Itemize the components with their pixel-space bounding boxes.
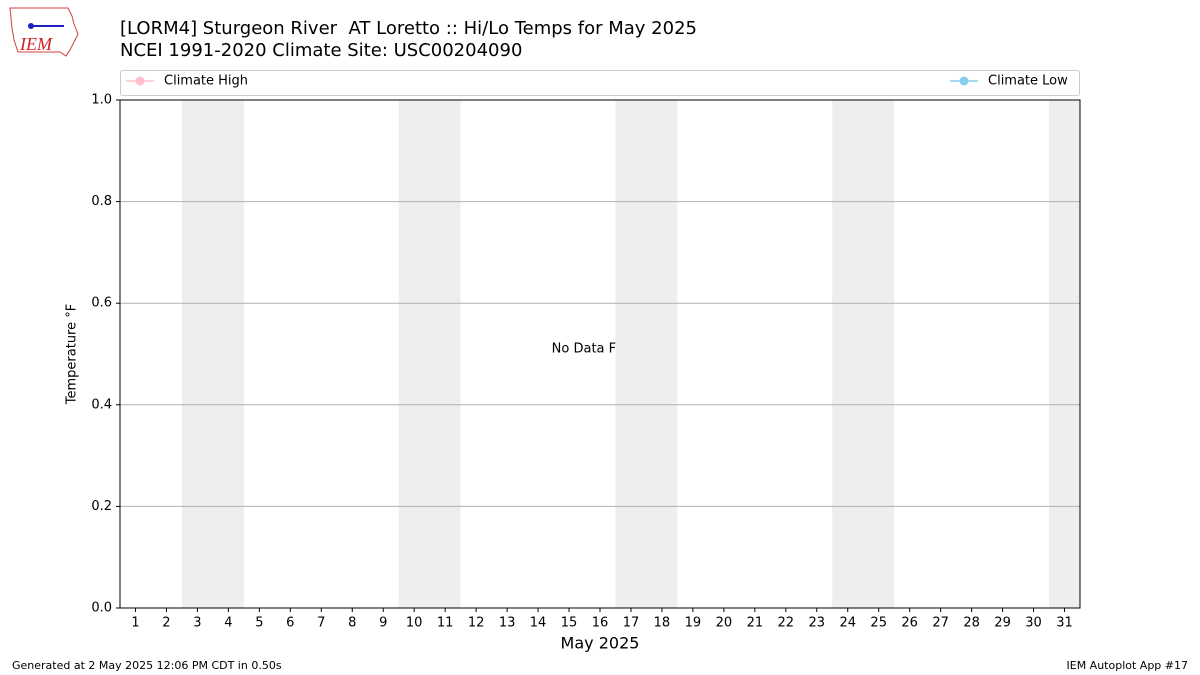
x-tick-label: 10 [406, 616, 423, 631]
chart-subtitle: NCEI 1991-2020 Climate Site: USC00204090 [120, 40, 522, 61]
x-tick-label: 11 [437, 616, 454, 631]
legend [120, 70, 1080, 96]
legend-marker [135, 76, 145, 86]
x-tick-label: 29 [994, 616, 1011, 631]
weekend-shade [1049, 100, 1080, 608]
x-tick-label: 4 [224, 616, 232, 631]
logo: IEM [9, 7, 79, 57]
y-tick-label: 1.0 [91, 93, 112, 108]
x-tick-label: 20 [716, 616, 733, 631]
y-tick-label: 0.8 [91, 194, 112, 209]
x-tick-label: 7 [317, 616, 325, 631]
x-tick-label: 21 [747, 616, 764, 631]
x-tick-label: 27 [932, 616, 949, 631]
weekend-shade [832, 100, 895, 608]
x-tick-label: 8 [348, 616, 356, 631]
logo-outline [9, 7, 79, 57]
y-tick-label: 0.6 [91, 296, 112, 311]
legend-label: Climate High [164, 74, 248, 89]
x-tick-label: 30 [1025, 616, 1042, 631]
x-tick-label: 31 [1056, 616, 1073, 631]
legend-marker [959, 76, 969, 86]
y-tick-label: 0.0 [91, 601, 112, 616]
x-tick-label: 16 [592, 616, 609, 631]
x-tick-label: 22 [778, 616, 795, 631]
plot-frame [119, 99, 1081, 609]
x-tick-label: 9 [379, 616, 387, 631]
weekend-shade [615, 100, 678, 608]
x-tick-label: 14 [530, 616, 547, 631]
x-tick-label: 26 [901, 616, 918, 631]
weekend-shade [398, 100, 461, 608]
x-tick-label: 3 [193, 616, 201, 631]
x-tick-label: 12 [468, 616, 485, 631]
logo-text: IEM [19, 34, 53, 54]
x-tick-label: 1 [131, 616, 139, 631]
y-axis-label: Temperature °F [65, 304, 80, 405]
x-tick-label: 24 [839, 616, 856, 631]
chart-title: [LORM4] Sturgeon River AT Loretto :: Hi/… [120, 18, 697, 39]
x-tick-label: 23 [809, 616, 826, 631]
x-tick-label: 28 [963, 616, 980, 631]
x-tick-label: 19 [685, 616, 702, 631]
x-tick-label: 17 [623, 616, 640, 631]
weekend-shade [181, 100, 244, 608]
y-tick-label: 0.2 [91, 499, 112, 514]
x-tick-label: 25 [870, 616, 887, 631]
footer-left: Generated at 2 May 2025 12:06 PM CDT in … [12, 659, 282, 672]
y-tick-label: 0.4 [91, 397, 112, 412]
x-tick-label: 18 [654, 616, 671, 631]
logo-dot [28, 23, 34, 29]
x-tick-label: 13 [499, 616, 516, 631]
legend-label: Climate Low [988, 74, 1068, 89]
x-tick-label: 6 [286, 616, 294, 631]
x-tick-label: 2 [162, 616, 170, 631]
x-axis-label: May 2025 [561, 634, 640, 653]
x-tick-label: 5 [255, 616, 263, 631]
footer-right: IEM Autoplot App #17 [1067, 659, 1189, 672]
x-tick-label: 15 [561, 616, 578, 631]
